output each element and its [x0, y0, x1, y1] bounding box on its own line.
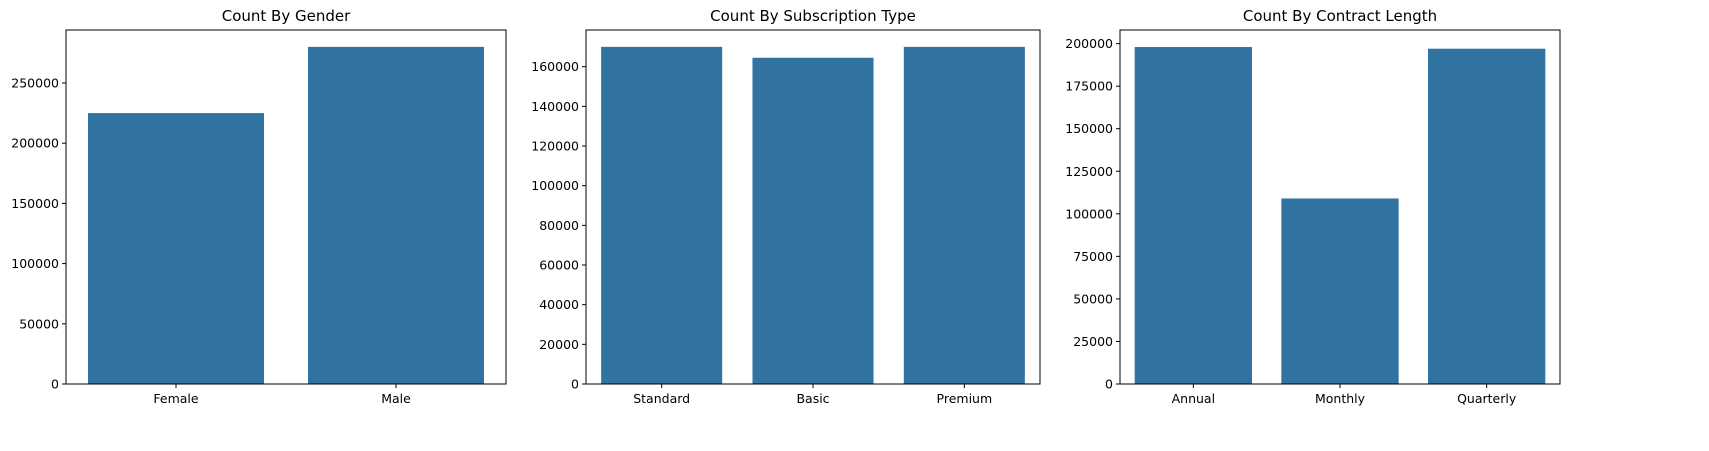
x-tick-label: Quarterly [1457, 391, 1517, 406]
axes-frame [1119, 29, 1561, 385]
y-tick-label: 75000 [1073, 249, 1113, 264]
y-tick-label: 200000 [11, 136, 59, 151]
y-tick-label: 100000 [531, 178, 579, 193]
y-tick-label: 80000 [539, 218, 579, 233]
x-tick-label: Male [381, 391, 411, 406]
bar-annual [1134, 47, 1252, 385]
x-tick-label: Annual [1172, 391, 1215, 406]
x-tick-label: Premium [937, 391, 993, 406]
bar-basic [752, 57, 874, 384]
y-tick-label: 40000 [539, 297, 579, 312]
chart-title: Count By Subscription Type [710, 7, 916, 25]
bar-standard [601, 46, 723, 385]
bar-premium [903, 46, 1025, 385]
chart-count-by-subscription-type: Count By Subscription Type Standard Basic P… [531, 7, 1041, 406]
y-tick-label: 0 [571, 377, 579, 392]
y-tick-label: 150000 [1065, 121, 1113, 136]
y-tick-label: 0 [51, 377, 59, 392]
y-tick-label: 140000 [531, 99, 579, 114]
y-tick-label: 175000 [1065, 79, 1113, 94]
axes-frame [65, 29, 507, 385]
x-tick-label: Standard [633, 391, 690, 406]
chart-title: Count By Gender [222, 7, 351, 25]
x-tick-label: Female [153, 391, 199, 406]
bar-monthly [1281, 198, 1399, 384]
y-tick-label: 50000 [1073, 291, 1113, 306]
y-tick-label: 60000 [539, 258, 579, 273]
y-tick-label: 50000 [19, 316, 59, 331]
y-tick-label: 120000 [531, 139, 579, 154]
y-tick-label: 200000 [1065, 36, 1113, 51]
x-tick-label: Basic [796, 391, 829, 406]
y-tick-label: 150000 [11, 196, 59, 211]
x-tick-label: Monthly [1315, 391, 1366, 406]
y-tick-label: 0 [1105, 377, 1113, 392]
y-tick-label: 25000 [1073, 334, 1113, 349]
y-tick-label: 100000 [11, 256, 59, 271]
chart-count-by-gender: Count By Gender Female Male 0 50000 100000 150… [11, 7, 507, 406]
bar-quarterly [1428, 48, 1546, 384]
y-tick-label: 100000 [1065, 206, 1113, 221]
bar-male [308, 46, 484, 385]
axes-frame [585, 29, 1041, 385]
y-tick-label: 160000 [531, 59, 579, 74]
chart-title: Count By Contract Length [1243, 7, 1437, 25]
y-tick-label: 20000 [539, 337, 579, 352]
y-tick-label: 125000 [1065, 164, 1113, 179]
y-tick-label: 250000 [11, 75, 59, 90]
chart-count-by-contract-length: Count By Contract Length Annual Monthly Qua… [1065, 7, 1561, 406]
bar-female [88, 113, 264, 384]
